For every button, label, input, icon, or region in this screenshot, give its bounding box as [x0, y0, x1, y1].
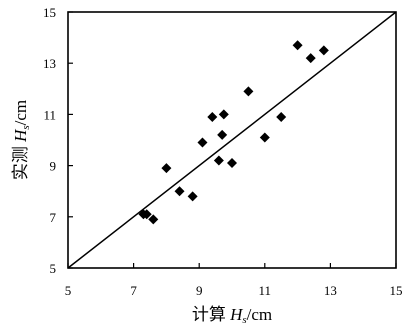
data-point [197, 137, 208, 148]
y-tick-label: 15 [43, 5, 56, 20]
y-axis-label-suffix: /cm [11, 100, 30, 126]
x-tick-label: 7 [130, 283, 137, 298]
x-tick-label: 11 [259, 283, 272, 298]
data-point [218, 109, 229, 120]
x-axis-label-suffix: /cm [247, 305, 273, 324]
x-tick-label: 15 [390, 283, 403, 298]
plot-frame [67, 11, 397, 269]
data-point [213, 155, 224, 166]
x-tick-label: 9 [196, 283, 203, 298]
x-tick-label: 5 [65, 283, 72, 298]
x-axis-label: 计算 Hs/cm [192, 305, 272, 326]
data-point [174, 186, 185, 197]
data-point [207, 111, 218, 122]
data-point [217, 129, 228, 140]
data-point [161, 163, 172, 174]
x-axis-ticks: 5 7 9 11 13 15 [65, 263, 403, 298]
data-point [227, 158, 237, 169]
y-axis-label-prefix: 实测 [11, 142, 30, 180]
data-point [305, 53, 316, 64]
y-axis-label-subscript: s [20, 125, 32, 129]
x-tick-label: 13 [324, 283, 337, 298]
x-axis-label-subscript: s [242, 314, 246, 326]
y-tick-label: 11 [43, 107, 56, 122]
x-axis-label-symbol: H [229, 305, 244, 324]
y-tick-label: 9 [50, 159, 57, 174]
x-axis-label-prefix: 计算 [192, 305, 230, 324]
data-point [243, 86, 254, 97]
y-axis-label: 实测 Hs/cm [11, 100, 32, 180]
y-axis-label-symbol: H [11, 128, 30, 143]
y-tick-label: 13 [43, 56, 56, 71]
data-point [148, 214, 159, 225]
y-tick-label: 7 [50, 210, 57, 225]
data-points [138, 40, 329, 225]
data-point [187, 191, 198, 202]
y-axis-ticks: 5 7 9 11 13 15 [43, 5, 73, 276]
y-tick-label: 5 [50, 261, 57, 276]
data-point [318, 45, 329, 56]
data-point [276, 111, 287, 122]
data-point [259, 132, 270, 143]
data-point [292, 40, 303, 51]
data-point [141, 209, 152, 220]
reference-line [67, 11, 397, 269]
